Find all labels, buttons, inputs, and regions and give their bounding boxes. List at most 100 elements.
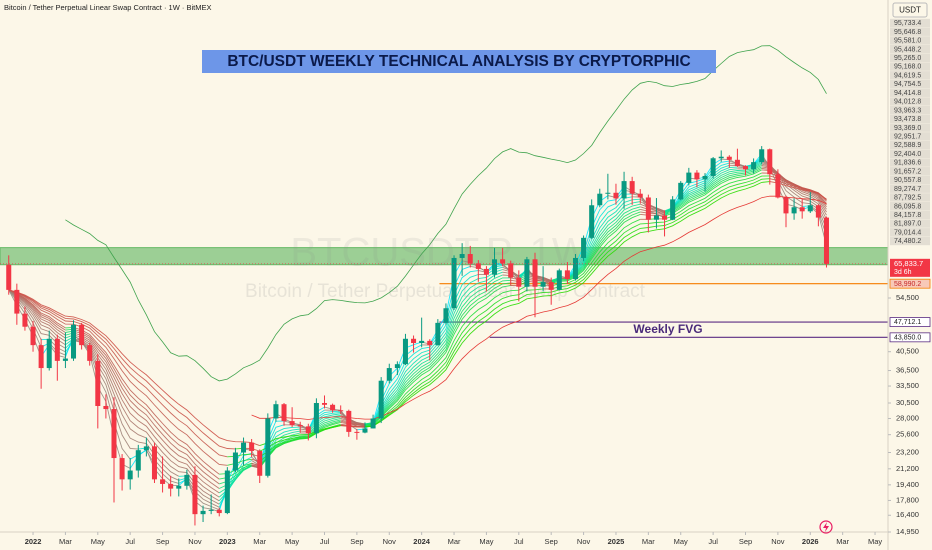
x-tick-label: Mar [642,537,655,546]
candle-body [200,510,206,515]
y-tick-label: 17,800 [896,495,919,504]
ma-line [364,288,544,428]
ma-line [567,193,633,279]
plot: Weekly FVG [0,146,888,526]
y-tick-label: 54,500 [896,293,919,302]
candle-body [572,257,578,280]
ma-line [73,340,139,450]
candle-body [46,338,52,369]
candle-body [508,263,514,278]
ma-line [551,211,641,283]
candle-body [564,270,570,280]
ribbon-label-box [890,71,930,80]
candle-body [249,442,255,451]
candle-body [143,446,149,451]
ribbon-label: 95,646.8 [894,29,921,36]
ribbon-label: 79,014.4 [894,229,921,236]
candle-body [548,282,554,290]
currency-box[interactable] [892,2,928,18]
ribbon-label-box [890,123,930,132]
candle-body [500,259,506,264]
ribbon-label: 86,095.8 [894,203,921,210]
ribbon-label: 94,754.5 [894,81,921,88]
ma-line [340,421,366,427]
ma-line [567,198,641,279]
ma-line [259,424,341,447]
ribbon-label-box [890,44,930,54]
ribbon-label: 94,619.5 [894,72,921,79]
ribbon-label-box [890,167,930,176]
ribbon-label: 95,265.0 [894,55,921,62]
last-price-box [890,258,930,277]
ma-line [227,453,252,458]
candle-body [540,282,546,287]
candle-body [581,237,587,258]
ribbon-label-box [890,228,930,237]
x-tick-label: Jul [320,537,330,546]
y-tick-label: 33,500 [896,381,919,390]
candle-body [742,166,749,170]
y-tick-label: 23,200 [896,447,919,456]
ma-line [307,410,341,429]
candle-body [686,172,692,183]
ma-line [640,211,665,216]
y-tick-label: 21,200 [896,464,919,473]
ribbon-label-box [890,149,930,158]
ma-line [364,274,503,425]
source-label: Bitcoin / Tether Perpetual Linear Swap C… [4,3,211,12]
candle-body [589,205,595,238]
ma-line [8,289,236,450]
ribbon-label: 95,581.0 [894,38,921,45]
x-tick-label: 2024 [413,537,431,546]
x-tick-label: May [91,537,105,546]
ma-line [640,208,665,214]
x-tick-label: Mar [253,537,266,546]
x-tick-label: 2026 [802,537,819,546]
ribbon-label-box [890,62,930,71]
candle-body [613,192,619,199]
candle-body [87,345,93,361]
ribbon-label: 89,274.7 [894,186,921,193]
ma-line [340,417,366,425]
candle-body [257,450,263,476]
ribbon-label-box [890,175,930,185]
ma-line [664,169,762,217]
candle-body [402,338,408,365]
candle-body [6,264,12,290]
candle-body [775,174,781,198]
ma-line [364,282,511,426]
x-tick-label: Nov [577,537,591,546]
candle-body [759,149,765,163]
fvg-label: Weekly FVG [633,322,702,336]
ribbon-label: 90,557.8 [894,177,921,184]
chart-title: BTC/USDT WEEKLY TECHNICAL ANALYSIS BY CR… [227,53,690,70]
x-tick-label: Jul [514,537,524,546]
candle-body [313,403,319,434]
ribbon-label-box [890,106,930,115]
ribbon-label-box [890,79,930,89]
candle-body [556,270,562,290]
title-banner [202,50,716,73]
candle-body [62,358,68,361]
ribbon-label: 84,157.8 [894,212,921,219]
candle-body [30,326,36,346]
ma-line [551,213,641,284]
ma-line [8,289,228,458]
y-tick-label: 40,500 [896,347,919,356]
ma-line [640,213,665,217]
ma-line [186,477,220,508]
ribbon-label-box [890,36,930,45]
ma-line [526,278,552,283]
candle-body [135,450,141,471]
candle-body [411,338,417,343]
candle-body [95,360,101,407]
ma-line [551,218,641,287]
candle-body [653,215,659,220]
ribbon-label: 92,588.9 [894,142,921,149]
candle-body [783,197,789,214]
candle-body [807,205,813,212]
ribbon-label-box [890,201,930,211]
ribbon-label-box [890,193,930,202]
